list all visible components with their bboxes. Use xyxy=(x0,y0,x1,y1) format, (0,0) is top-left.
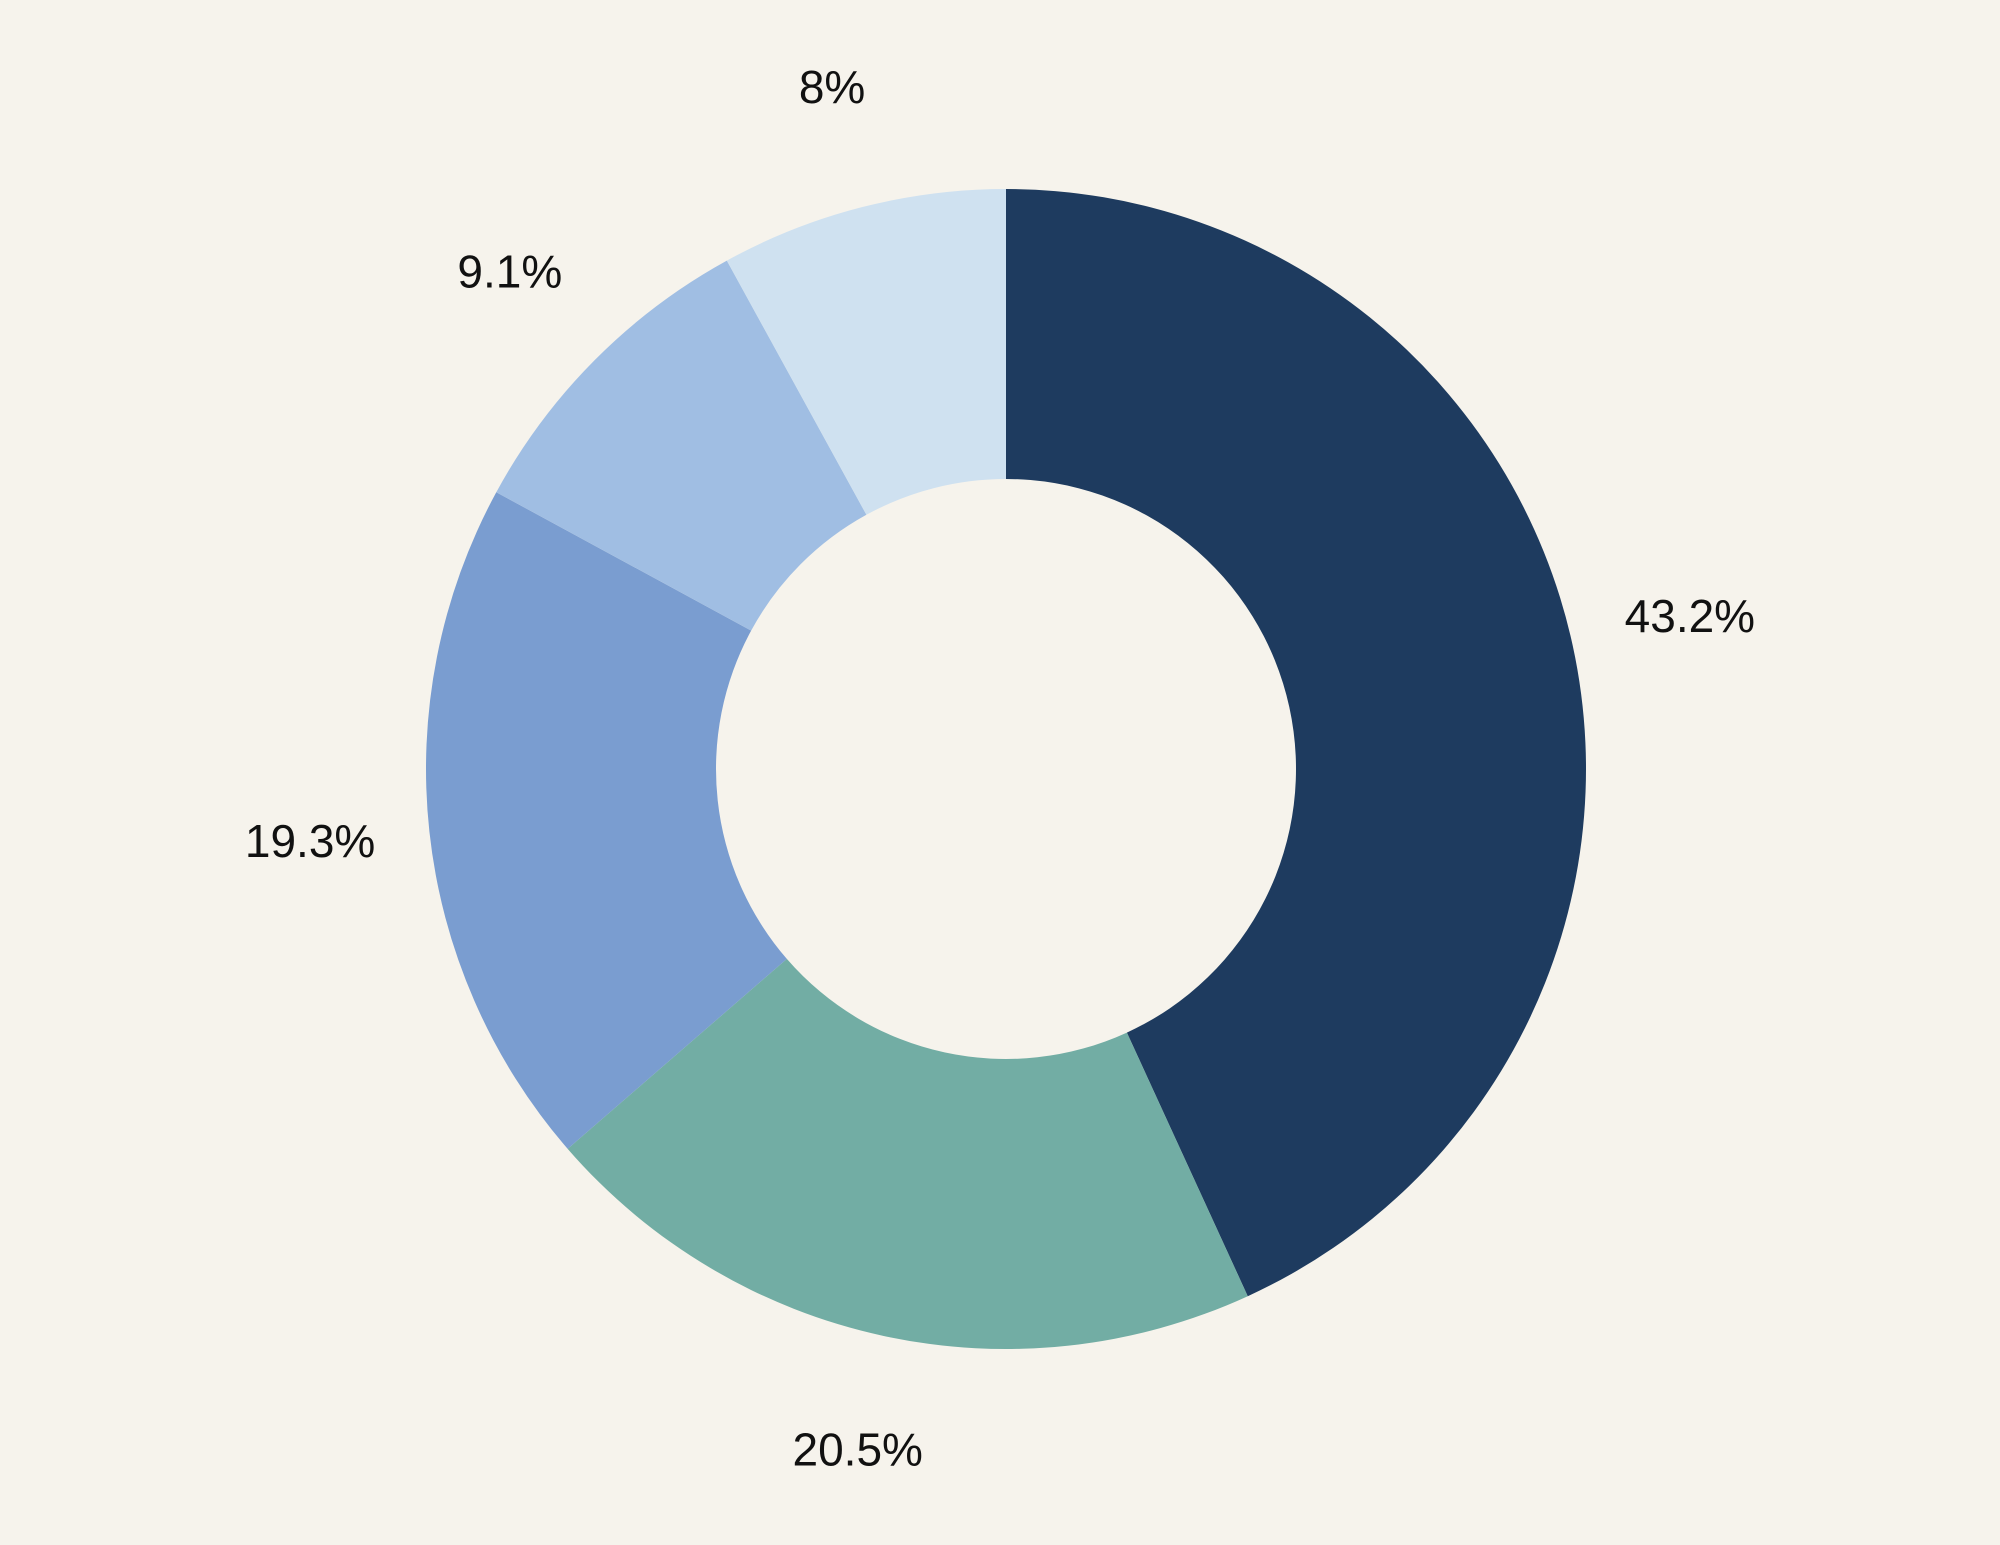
slice-label-3: 19.3% xyxy=(245,815,375,867)
donut-slice-1 xyxy=(1006,189,1586,1297)
donut-slice-2 xyxy=(567,958,1248,1349)
slice-label-1: 43.2% xyxy=(1625,590,1755,642)
slice-label-4: 9.1% xyxy=(457,245,562,297)
donut-slice-5 xyxy=(726,189,1006,515)
donut-slice-3 xyxy=(426,492,787,1149)
labels-group: 43.2% 20.5% 19.3% 9.1% 8% xyxy=(245,61,1755,1475)
donut-slice-4 xyxy=(496,260,867,631)
slice-label-2: 20.5% xyxy=(793,1423,923,1475)
slices-group xyxy=(426,189,1586,1349)
slice-label-5: 8% xyxy=(799,61,865,113)
